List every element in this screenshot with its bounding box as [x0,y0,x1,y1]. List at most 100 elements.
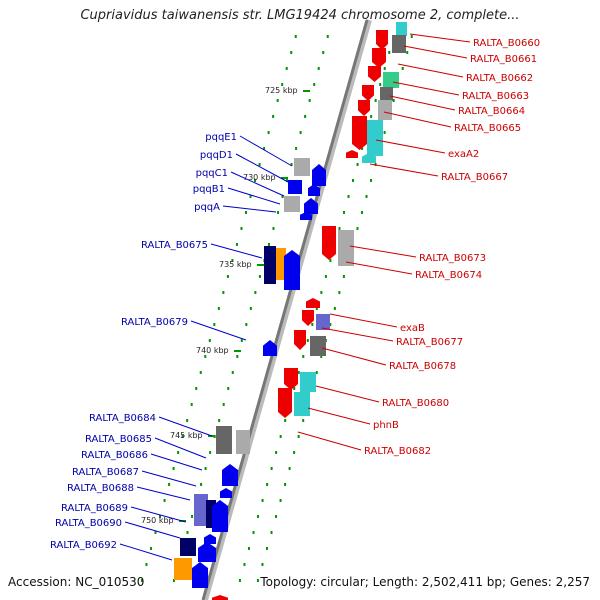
gene-label-right: RALTA_B0663 [462,91,529,102]
track-dot [279,499,282,502]
leader-line-right [349,245,417,258]
gene-right [346,150,358,158]
gene-right [376,30,388,50]
gene-label-left: RALTA_B0687 [72,467,139,478]
track-dot [252,531,255,534]
gene-label-right: exaA2 [448,149,479,160]
gene-left [304,198,318,214]
gene-right [338,230,354,266]
track-dot [249,307,252,310]
track-dot [235,243,238,246]
track-dot [213,323,216,326]
leader-line-left [136,486,191,501]
track-dot [329,323,332,326]
track-dot [275,451,278,454]
gene-left [222,464,238,486]
gene-left [212,500,228,532]
track-dot [284,483,287,486]
leader-line-right [297,431,362,451]
gene-label-right: RALTA_B0673 [419,253,486,264]
leader-line-left [230,171,285,197]
gene-label-left: RALTA_B0675 [141,240,208,251]
track-dot [293,451,296,454]
backbone-shadow [202,19,372,600]
kbp-label: 730 kbp [243,173,276,182]
gene-label-left: RALTA_B0684 [89,413,156,424]
gene-left [174,558,192,580]
track-dot [342,275,345,278]
track-dot [370,115,373,118]
leader-line-right [307,407,371,425]
track-dot [204,467,207,470]
track-dot [401,67,404,70]
gene-right [362,153,376,163]
gene-left [216,426,232,454]
track-dot [347,195,350,198]
gene-left [276,248,286,280]
track-dot [320,291,323,294]
gene-label-left: pqqC1 [196,168,228,179]
track-dot [279,435,282,438]
track-dot [186,419,189,422]
backbone-line [201,19,369,600]
gene-left [312,164,326,186]
track-dot [191,515,194,518]
track-dot [267,243,270,246]
gene-label-right: RALTA_B0667 [441,172,508,183]
track-dot [311,323,314,326]
track-dot [204,355,207,358]
track-dot [333,307,336,310]
gene-left [300,212,312,220]
gene-left [263,340,277,356]
gene-right [383,72,399,88]
track-dot [208,339,211,342]
track-dot [226,275,229,278]
leader-line-right [375,139,446,154]
track-dot [352,179,355,182]
gene-label-left: RALTA_B0692 [50,540,117,551]
track-dot [374,99,377,102]
track-dot [265,547,268,550]
track-dot [243,563,246,566]
track-dot [276,211,279,214]
track-dot [317,67,320,70]
track-dot [320,355,323,358]
track-dot [285,67,288,70]
gene-right [316,314,330,330]
track-dot [240,339,243,342]
track-dot [284,419,287,422]
track-dot [379,83,382,86]
track-dot [306,339,309,342]
gene-left [220,488,232,498]
leader-line-right [392,81,460,96]
track-dot [266,483,269,486]
track-dot [200,483,203,486]
gene-right [392,35,406,53]
leader-line-right [383,111,452,128]
gene-right [278,388,292,418]
gene-right [396,22,407,36]
track-dot [295,147,298,150]
leader-line-left [141,470,197,487]
kbp-label: 745 kbp [170,431,203,440]
track-dot [308,99,311,102]
track-dot [261,499,264,502]
track-dot [249,195,252,198]
track-dot [302,419,305,422]
track-dot [270,467,273,470]
track-dot [244,211,247,214]
leader-line-left [210,243,263,259]
kbp-label: 740 kbp [196,346,229,355]
gene-label-right: exaB [400,323,425,334]
track-dot [254,179,257,182]
gene-left [194,494,208,526]
track-dot [290,163,293,166]
track-dot [383,131,386,134]
gene-label-left: RALTA_B0685 [85,434,152,445]
gene-right [358,100,370,116]
track-dot [257,515,260,518]
leader-line-right [409,33,471,43]
track-dot [238,579,241,582]
leader-line-right [389,95,456,111]
track-dot [263,147,266,150]
